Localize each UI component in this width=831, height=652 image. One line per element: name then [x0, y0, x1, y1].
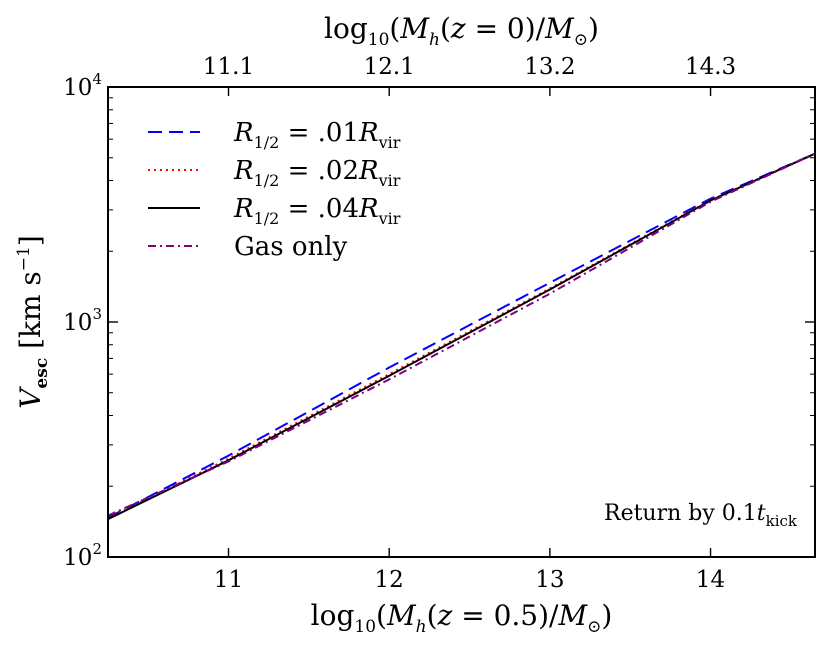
legend-label-3: R1/2 = .04Rvir — [233, 194, 401, 228]
x-tick-label: 14 — [696, 567, 725, 593]
x-tick-label: 11 — [214, 567, 243, 593]
top-x-tick-label: 12.1 — [364, 54, 415, 80]
x-tick-label: 12 — [375, 567, 404, 593]
annotation-text: Return by 0.1tkick — [604, 501, 798, 530]
y-tick-label: 104 — [63, 70, 102, 101]
labels-layer: 11 12 13 14 11.1 12.1 13.2 14.3 102 103 104 log10(M… — [14, 12, 736, 637]
y-tick-label: 102 — [63, 540, 102, 571]
series-layer — [107, 152, 816, 520]
top-x-axis-label: log10(Mh(z = 0)/M⊙) — [324, 12, 599, 50]
legend: R1/2 = .01Rvir R1/2 = .02Rvir R1/2 = .04Rv… — [148, 118, 401, 262]
legend-label-2: R1/2 = .02Rvir — [233, 156, 401, 190]
plot-area — [108, 87, 815, 557]
legend-label-4: Gas only — [234, 232, 348, 262]
ticks-layer — [108, 86, 815, 558]
series-line-1 — [107, 152, 816, 519]
top-x-tick-label: 11.1 — [203, 54, 254, 80]
y-tick-label: 103 — [63, 305, 102, 336]
annotation: Return by 0.1tkick — [604, 501, 798, 530]
x-tick-label: 13 — [535, 567, 564, 593]
x-axis-label: log10(Mh(z = 0.5)/M⊙) — [311, 599, 613, 637]
legend-label-1: R1/2 = .01Rvir — [233, 118, 401, 152]
series-line-4 — [107, 152, 816, 517]
y-axis-label: Vesc [km s−1] — [14, 235, 52, 409]
top-x-tick-label: 14.3 — [685, 54, 736, 80]
top-x-tick-label: 13.2 — [524, 54, 575, 80]
